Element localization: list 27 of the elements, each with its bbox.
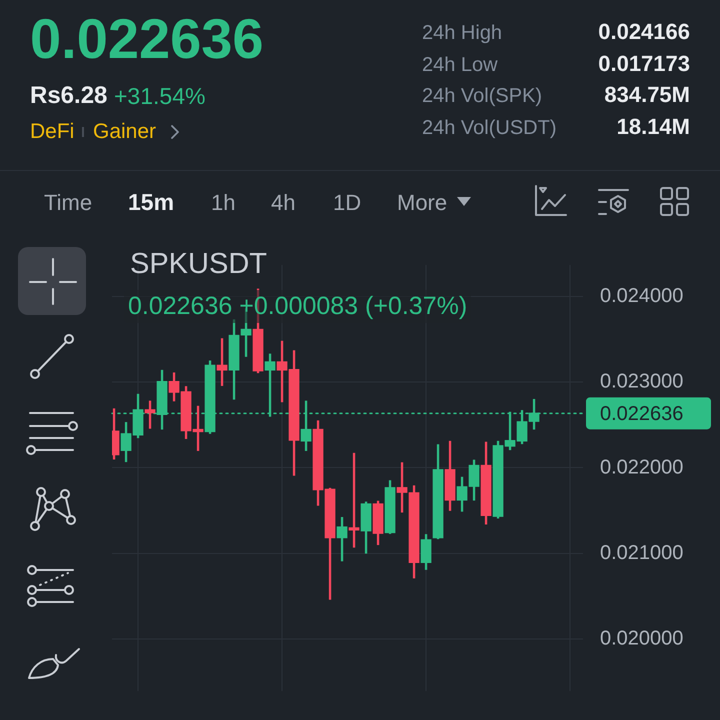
text: Gainer bbox=[93, 120, 156, 143]
text: Rs6.28 bbox=[30, 82, 108, 109]
text: 0.022636 +0.000083 (+0.37%) bbox=[124, 290, 472, 323]
y-tick-label: 0.021000 bbox=[600, 542, 684, 564]
text: Time bbox=[44, 190, 92, 215]
text: +31.54% bbox=[114, 83, 206, 109]
text: 0.022636 bbox=[30, 7, 264, 70]
text: 15m bbox=[128, 189, 174, 215]
y-tick-label: 0.023000 bbox=[600, 370, 684, 393]
y-tick-label: 0.024000 bbox=[600, 285, 684, 308]
text: 0.024166 bbox=[598, 19, 690, 44]
y-tick-label: 0.020000 bbox=[600, 627, 684, 650]
text: 1D bbox=[333, 190, 362, 215]
text: 1h bbox=[211, 190, 236, 215]
ref-line-label: 0.022636 bbox=[600, 402, 684, 425]
text: 834.75M bbox=[604, 82, 690, 107]
text: More bbox=[397, 190, 448, 215]
text: 4h bbox=[271, 190, 296, 215]
y-tick-label: 0.022000 bbox=[600, 456, 684, 478]
chart-title: SPKUSDT bbox=[130, 248, 267, 280]
text: DeFi bbox=[30, 120, 74, 143]
text: 24h High bbox=[422, 22, 502, 44]
text: 24h Vol(USDT) bbox=[422, 117, 556, 139]
text: 24h Low bbox=[422, 54, 498, 76]
text: 0.017173 bbox=[598, 51, 690, 76]
text: 18.14M bbox=[616, 114, 690, 139]
text: 24h Vol(SPK) bbox=[422, 85, 542, 107]
